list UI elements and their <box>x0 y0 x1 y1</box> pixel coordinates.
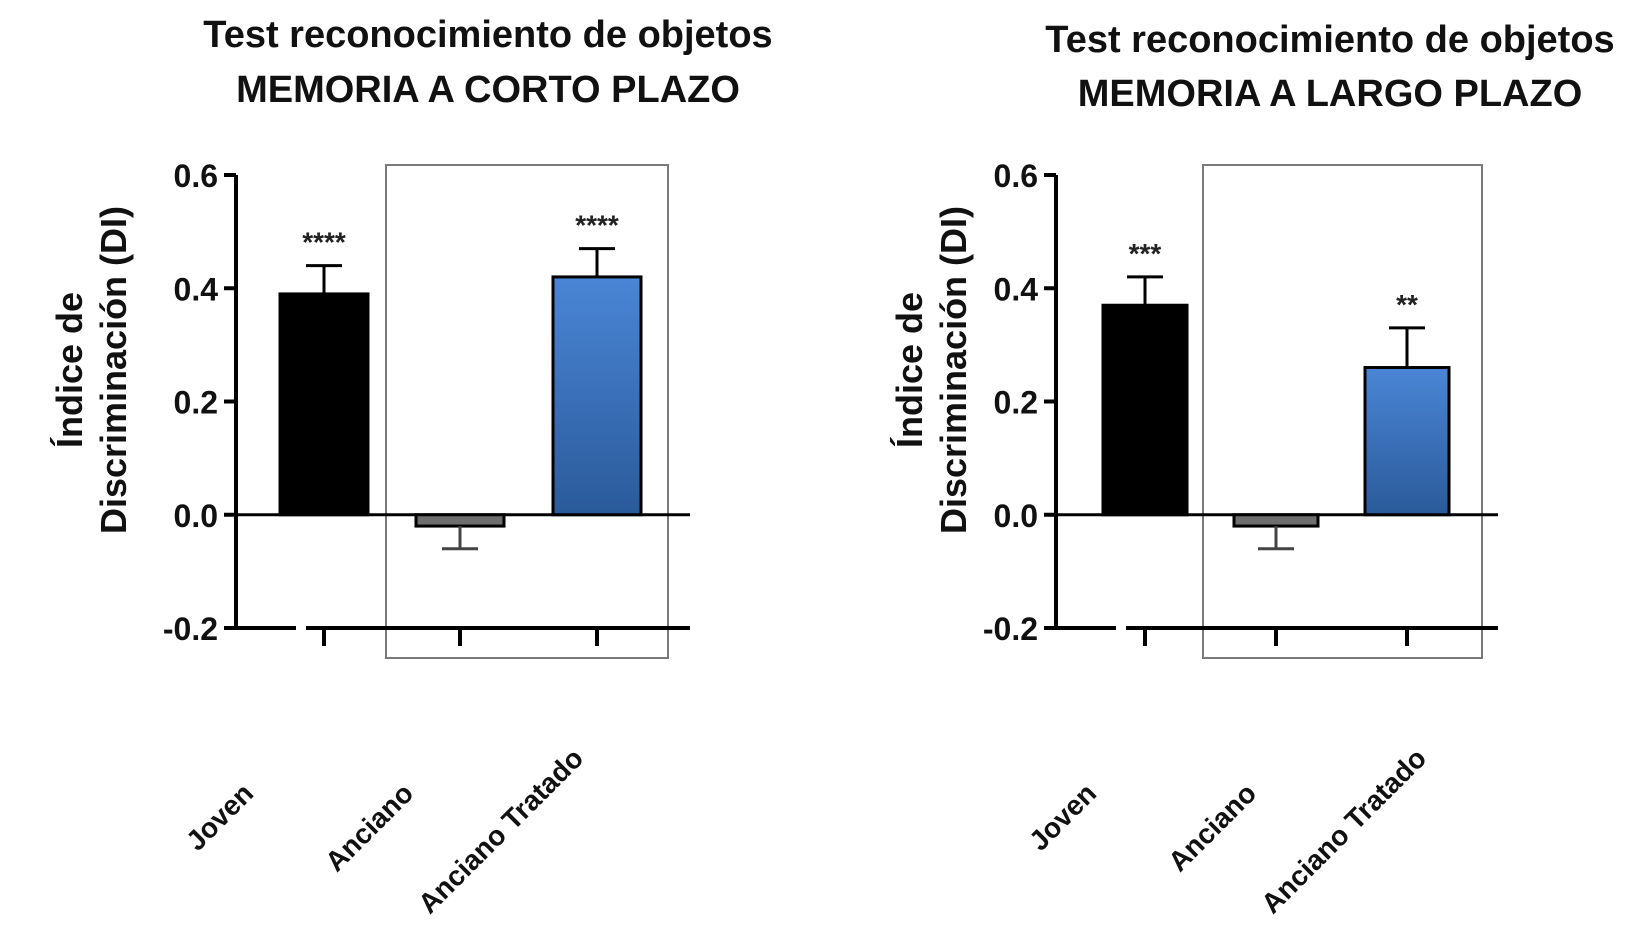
group-highlight-box <box>1202 164 1483 659</box>
chart-title: Test reconocimiento de objetos <box>1045 19 1614 61</box>
bar-0 <box>1101 303 1189 517</box>
y-tick-label: 0.0 <box>994 498 1038 534</box>
significance-label-2: ** <box>1396 289 1418 320</box>
bar-1 <box>414 513 506 528</box>
y-axis-label-line-2: Discriminación (DI) <box>933 206 974 534</box>
y-tick-label: 0.2 <box>174 385 218 421</box>
y-tick-label: 0.0 <box>174 498 218 534</box>
chart-title: Test reconocimiento de objetos <box>203 14 772 56</box>
chart-short-term: Test reconocimiento de objetos MEMORIA A… <box>49 14 773 919</box>
group-highlight-box <box>385 164 669 659</box>
y-tick-label: 0.6 <box>174 158 218 194</box>
y-axis-label-line-2: Discriminación (DI) <box>93 206 134 534</box>
y-tick-label: 0.2 <box>994 385 1038 421</box>
significance-label-0: *** <box>1129 238 1162 269</box>
bar-2 <box>1363 366 1451 517</box>
x-tick-label-anciano-tratado: Anciano Tratado <box>412 742 589 919</box>
y-axis-label-line-1: Índice de <box>49 292 90 448</box>
y-tick-label: 0.6 <box>994 158 1038 194</box>
y-tick-label: 0.4 <box>994 271 1039 307</box>
x-tick-label-anciano: Anciano <box>319 777 419 877</box>
y-tick-label: 0.4 <box>174 271 219 307</box>
y-tick-label: -0.2 <box>163 611 218 647</box>
x-tick-label-joven: Joven <box>180 777 259 856</box>
bar-1 <box>1232 513 1320 528</box>
x-tick-label-anciano: Anciano <box>1162 777 1262 877</box>
plot-area: 0.6 0.4 0.2 0.0 -0.2 **** **** <box>163 158 690 659</box>
bar-0 <box>278 292 370 517</box>
significance-label-2: **** <box>575 210 619 241</box>
chart-long-term: Test reconocimiento de objetos MEMORIA A… <box>889 19 1615 919</box>
chart-subtitle: MEMORIA A LARGO PLAZO <box>1078 73 1583 115</box>
plot-area: 0.60.40.20.0-0.2***** <box>983 158 1498 659</box>
significance-label-0: **** <box>302 227 346 258</box>
chart-subtitle: MEMORIA A CORTO PLAZO <box>236 69 740 111</box>
x-tick-label-anciano-tratado: Anciano Tratado <box>1255 742 1432 919</box>
y-axis-label-line-1: Índice de <box>889 292 930 448</box>
y-tick-label: -0.2 <box>983 611 1038 647</box>
x-tick-label-joven: Joven <box>1023 777 1102 856</box>
bar-2 <box>551 275 643 517</box>
